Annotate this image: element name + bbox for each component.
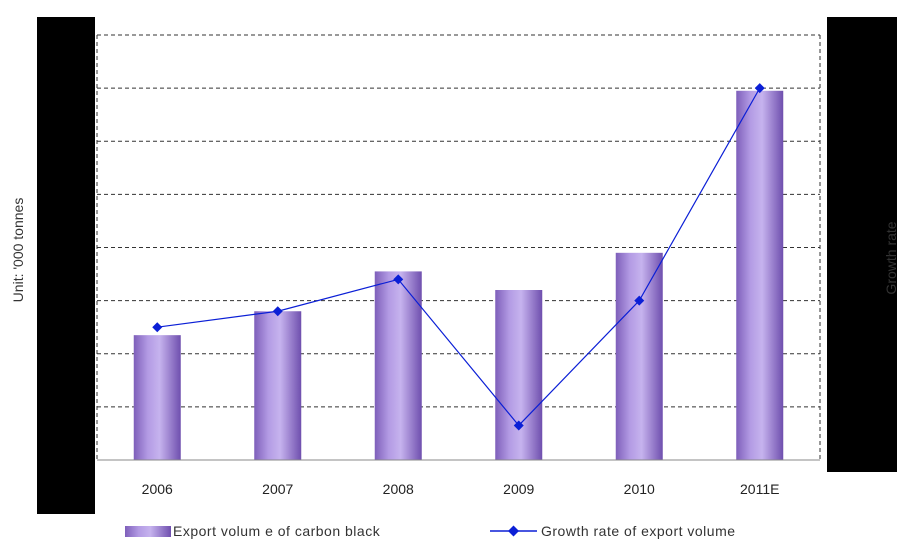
right-band bbox=[827, 17, 897, 472]
growth-line bbox=[157, 87, 761, 427]
bar-2006 bbox=[133, 335, 181, 460]
growth-point-2008 bbox=[393, 274, 404, 285]
bar-series bbox=[133, 90, 784, 460]
growth-point-2006 bbox=[152, 322, 163, 333]
x-tick-label: 2010 bbox=[624, 481, 655, 497]
line-series bbox=[152, 83, 765, 431]
bar-2011E bbox=[736, 90, 784, 460]
legend-swatch-bar bbox=[125, 526, 171, 537]
x-tick-label: 2011E bbox=[740, 481, 779, 497]
x-tick-label: 2007 bbox=[262, 481, 293, 497]
legend: Export volum e of carbon black Growth ra… bbox=[125, 523, 736, 539]
growth-point-2007 bbox=[272, 306, 283, 317]
y2-axis-title: Growth rate bbox=[883, 221, 899, 294]
bar-2008 bbox=[374, 271, 422, 460]
x-tick-labels: 2006 2007 2008 2009 2010 2011E bbox=[142, 481, 780, 497]
growth-point-2011E bbox=[754, 83, 765, 94]
gridlines bbox=[96, 34, 821, 460]
legend-swatch-marker bbox=[508, 525, 519, 537]
legend-label-line: Growth rate of export volume bbox=[541, 523, 736, 539]
x-tick-label: 2008 bbox=[383, 481, 414, 497]
growth-point-2009 bbox=[513, 420, 524, 431]
left-band bbox=[37, 17, 95, 514]
legend-label-bar: Export volum e of carbon black bbox=[173, 523, 381, 539]
bar-2010 bbox=[615, 252, 663, 460]
bar-2007 bbox=[254, 311, 302, 460]
y-axis-title: Unit: '000 tonnes bbox=[10, 198, 26, 303]
x-tick-label: 2009 bbox=[503, 481, 534, 497]
x-tick-label: 2006 bbox=[142, 481, 173, 497]
bar-2009 bbox=[495, 290, 543, 460]
growth-point-2010 bbox=[634, 295, 645, 306]
